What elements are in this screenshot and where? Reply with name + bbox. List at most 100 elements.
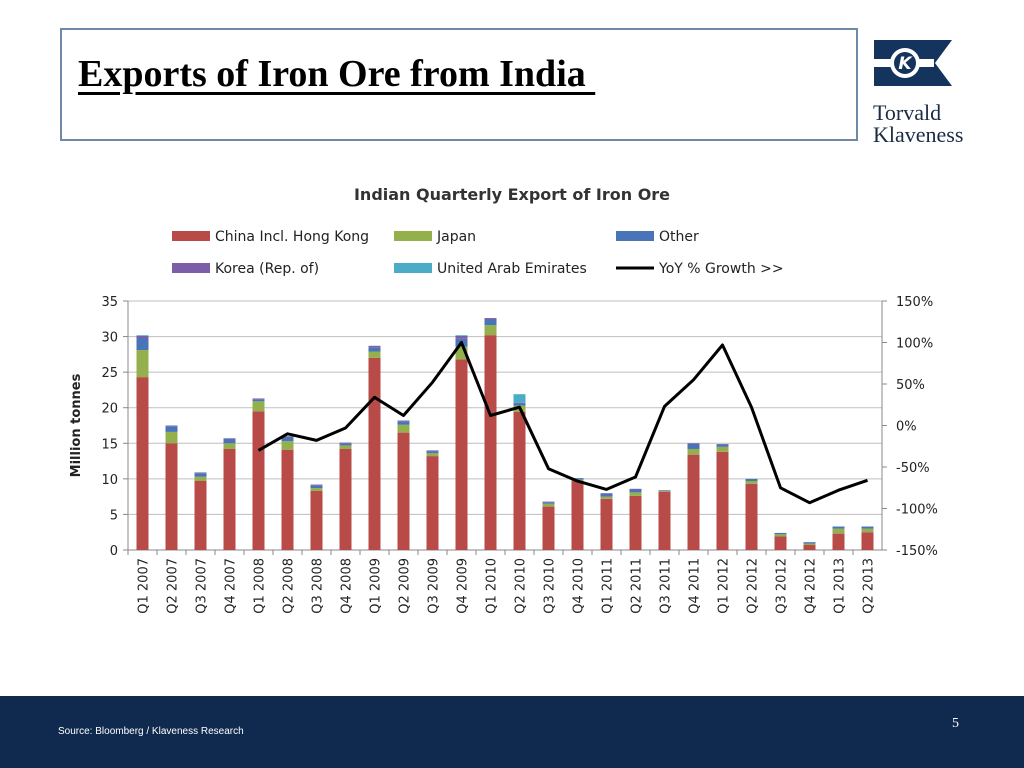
bar-segment xyxy=(455,335,468,339)
logo-line-2: Klaveness xyxy=(873,122,964,147)
footer-bar: Source: Bloomberg / Klaveness Research 5 xyxy=(0,696,1024,768)
bar-segment xyxy=(397,424,410,433)
bar-segment xyxy=(745,478,758,481)
bar-segment xyxy=(368,347,381,352)
bar-segment xyxy=(426,451,439,454)
x-tick-label: Q3 2011 xyxy=(659,558,674,614)
logo-line-1: Torvald xyxy=(873,100,942,125)
bar-segment xyxy=(542,506,555,550)
legend-label: YoY % Growth >> xyxy=(658,261,784,277)
bar-segment xyxy=(281,449,294,550)
bar-segment xyxy=(658,490,671,492)
bar-segment xyxy=(165,431,178,444)
bar-segment xyxy=(658,490,671,491)
bar-segment xyxy=(397,421,410,425)
bar-segment xyxy=(629,495,642,550)
bar-segment xyxy=(513,402,526,404)
bar-segment xyxy=(484,325,497,336)
legend-label: Other xyxy=(659,229,699,245)
x-tick-label: Q1 2013 xyxy=(833,558,848,614)
yoy-growth-line xyxy=(257,341,868,505)
bar-segment xyxy=(194,473,207,477)
y2-tick-label: -100% xyxy=(896,503,938,518)
bar-segment xyxy=(397,432,410,550)
bar-segment xyxy=(687,454,700,550)
x-tick-label: Q4 2011 xyxy=(688,558,703,614)
bar-segment xyxy=(687,443,700,449)
x-tick-label: Q3 2009 xyxy=(427,558,442,614)
bar-segment xyxy=(136,337,149,351)
bar-segment xyxy=(136,335,149,336)
x-tick-label: Q1 2007 xyxy=(137,558,152,614)
y2-tick-label: -50% xyxy=(896,461,930,476)
x-tick-label: Q3 2007 xyxy=(195,558,210,614)
bar-segment xyxy=(368,345,381,348)
bar-segment xyxy=(194,480,207,550)
bar-segment xyxy=(252,398,265,400)
x-tick-label: Q3 2012 xyxy=(775,558,790,614)
bar-segment xyxy=(803,545,816,550)
legend-swatch xyxy=(172,263,210,273)
x-tick-label: Q1 2012 xyxy=(717,558,732,614)
logo-letter: K xyxy=(898,54,913,74)
legend-swatch xyxy=(394,263,432,273)
x-tick-label: Q2 2008 xyxy=(282,558,297,614)
bar-segment xyxy=(542,502,555,504)
x-tick-label: Q1 2008 xyxy=(253,558,268,614)
bar-segment xyxy=(136,377,149,550)
x-tick-label: Q4 2009 xyxy=(456,558,471,614)
bar-segment xyxy=(339,443,352,446)
bar-segment xyxy=(629,488,642,490)
bar-segment xyxy=(426,453,439,457)
bar-segment xyxy=(600,493,613,497)
bar-segment xyxy=(629,492,642,496)
bar-segment xyxy=(716,451,729,550)
x-tick-label: Q4 2007 xyxy=(224,558,239,614)
bar-segment xyxy=(629,489,642,493)
y-tick-label: 30 xyxy=(101,331,118,346)
legend-swatch xyxy=(616,231,654,241)
bar-segment xyxy=(281,436,294,437)
bar-segment xyxy=(426,450,439,452)
x-tick-label: Q3 2010 xyxy=(543,558,558,614)
x-tick-label: Q2 2007 xyxy=(166,558,181,614)
bar-segment xyxy=(310,485,323,489)
y-tick-label: 15 xyxy=(101,437,118,452)
x-tick-label: Q3 2008 xyxy=(311,558,326,614)
bar-segment xyxy=(513,394,526,403)
bar-segment xyxy=(542,501,555,503)
bar-segment xyxy=(716,443,729,445)
bar-segment xyxy=(716,446,729,452)
bar-segment xyxy=(455,359,468,550)
bar-segment xyxy=(832,526,845,529)
bar-segment xyxy=(745,480,758,484)
bar-segment xyxy=(339,445,352,449)
bar-segment xyxy=(252,411,265,550)
bar-segment xyxy=(484,319,497,326)
y2-tick-label: 150% xyxy=(896,295,933,310)
bar-segment xyxy=(861,526,874,529)
bar-segment xyxy=(832,533,845,550)
bar-segment xyxy=(426,456,439,550)
y2-tick-label: 50% xyxy=(896,378,925,393)
legend-label: United Arab Emirates xyxy=(437,261,587,277)
y2-tick-label: -150% xyxy=(896,544,938,559)
y-tick-label: 5 xyxy=(110,508,118,523)
bar-segment xyxy=(658,491,671,550)
bar-segment xyxy=(571,478,584,480)
bar-segment xyxy=(600,498,613,550)
x-tick-label: Q2 2009 xyxy=(398,558,413,614)
y-tick-label: 35 xyxy=(101,295,118,310)
legend-label: Korea (Rep. of) xyxy=(215,261,319,277)
bar-segment xyxy=(310,490,323,550)
legend-swatch xyxy=(394,231,432,241)
y-tick-label: 10 xyxy=(101,473,118,488)
bar-segment xyxy=(165,443,178,550)
bar-segment xyxy=(600,493,613,494)
x-tick-label: Q1 2009 xyxy=(369,558,384,614)
bar-segment xyxy=(339,442,352,444)
x-tick-label: Q1 2011 xyxy=(601,558,616,614)
legend-label: China Incl. Hong Kong xyxy=(215,229,369,245)
bar-segment xyxy=(281,436,294,442)
iron-ore-export-chart: Indian Quarterly Export of Iron Ore China… xyxy=(69,185,938,614)
